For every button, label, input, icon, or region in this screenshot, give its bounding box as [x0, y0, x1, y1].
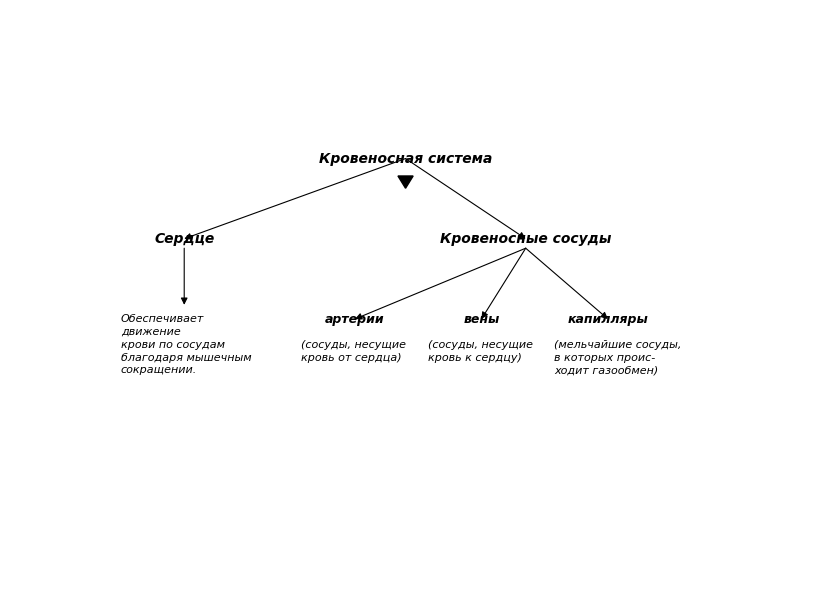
Text: Обеспечивает
движение
крови по сосудам
благодаря мышечным
сокращении.: Обеспечивает движение крови по сосудам б… — [121, 314, 251, 376]
Text: Кровеносные сосуды: Кровеносные сосуды — [440, 232, 611, 246]
Polygon shape — [398, 176, 413, 188]
Text: капилляры: капилляры — [568, 313, 648, 326]
Text: (сосуды, несущие
кровь к сердцу): (сосуды, несущие кровь к сердцу) — [428, 340, 533, 363]
Text: вены: вены — [463, 313, 499, 326]
Text: (сосуды, несущие
кровь от сердца): (сосуды, несущие кровь от сердца) — [301, 340, 406, 363]
Text: артерии: артерии — [325, 313, 385, 326]
Text: (мельчайшие сосуды,
в которых проис-
ходит газообмен): (мельчайшие сосуды, в которых проис- ход… — [554, 340, 681, 376]
Text: Сердце: Сердце — [154, 232, 215, 246]
Text: Кровеносная система: Кровеносная система — [319, 151, 492, 166]
